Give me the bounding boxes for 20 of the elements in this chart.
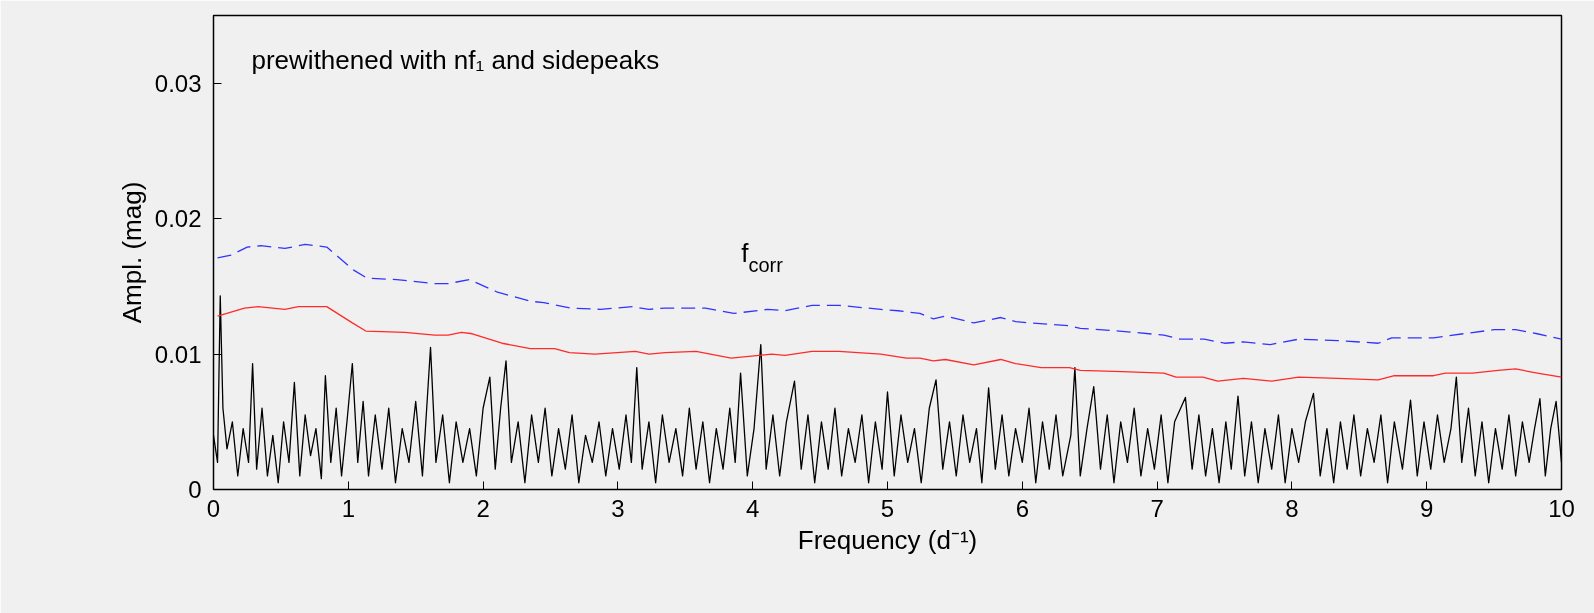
x-tick-label: 2 [476,494,490,522]
line-series [216,306,1562,382]
x-tick-label: 3 [611,494,625,522]
x-tick-label: 7 [1150,494,1164,522]
x-tick-label: 5 [880,494,895,522]
x-tick-label: 6 [1015,494,1029,522]
y-tick-label: 0.03 [154,69,202,97]
x-tick-label: 4 [746,494,760,522]
y-tick-label: 0.02 [154,205,202,233]
y-axis-title: Ampl. (mag) [116,181,147,324]
annotation: prewithened with nf₁ and sidepeaks [251,44,660,75]
x-tick-label: 9 [1420,494,1434,522]
y-tick-label: 0.01 [154,340,202,368]
x-tick-label: 10 [1548,494,1575,522]
y-tick-label: 0 [188,476,202,503]
x-tick-label: 0 [206,494,221,522]
x-axis-title: Frequency (d⁻¹) [797,524,978,555]
x-tick-label: 8 [1285,494,1299,522]
line-series [216,243,1562,346]
x-tick-label: 1 [341,494,355,522]
